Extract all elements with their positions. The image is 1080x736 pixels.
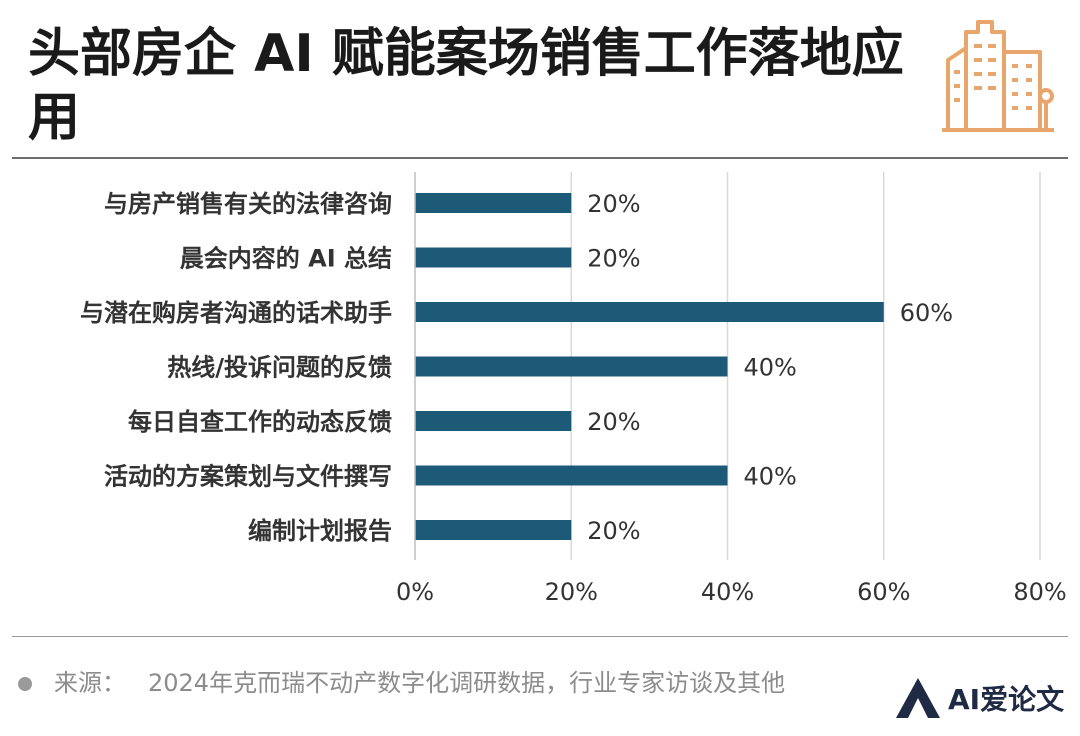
- data-label: 20%: [587, 190, 640, 218]
- page-title: 头部房企 AI 赋能案场销售工作落地应用: [28, 24, 904, 148]
- bar: [415, 520, 572, 540]
- category-label: 活动的方案策划与文件撰写: [104, 463, 392, 491]
- x-tick-label: 80%: [1013, 578, 1066, 606]
- x-tick-label: 0%: [396, 578, 434, 606]
- category-label: 与房产销售有关的法律咨询: [104, 190, 392, 218]
- bar: [415, 193, 572, 213]
- category-label: 编制计划报告: [248, 517, 392, 545]
- logo-text: AI爱论文: [948, 683, 1065, 716]
- data-label: 20%: [587, 517, 640, 545]
- data-label: 40%: [744, 463, 797, 491]
- x-tick-label: 60%: [857, 578, 910, 606]
- bar: [415, 247, 572, 268]
- data-label: 60%: [900, 299, 953, 327]
- building-icon: [942, 20, 1054, 132]
- source-label: 来源：: [54, 669, 126, 697]
- category-label: 热线/投诉问题的反馈: [167, 354, 392, 382]
- watermark-logo: AI爱论文: [894, 676, 1064, 720]
- bar: [415, 302, 884, 322]
- bar: [415, 465, 728, 486]
- bar: [415, 356, 728, 377]
- x-tick-label: 40%: [701, 578, 754, 606]
- source-note: 来源： 2024年克而瑞不动产数字化调研数据，行业专家访谈及其他: [18, 663, 785, 698]
- data-label: 20%: [587, 408, 640, 436]
- category-label: 每日自查工作的动态反馈: [128, 408, 392, 436]
- bullet-icon: [18, 677, 32, 691]
- data-label: 20%: [587, 245, 640, 273]
- title-divider: [12, 157, 1068, 159]
- data-label: 40%: [744, 354, 797, 382]
- logo-icon: [896, 678, 940, 718]
- category-label: 与潜在购房者沟通的话术助手: [80, 299, 392, 327]
- x-tick-label: 20%: [545, 578, 598, 606]
- source-text: 2024年克而瑞不动产数字化调研数据，行业专家访谈及其他: [148, 669, 786, 697]
- bar-chart: 与房产销售有关的法律咨询 20% 晨会内容的 AI 总结 20% 与潜在购房者沟通的话术…: [80, 172, 1067, 606]
- bar: [415, 411, 572, 431]
- footer-divider: [12, 636, 1068, 637]
- category-label: 晨会内容的 AI 总结: [180, 245, 392, 273]
